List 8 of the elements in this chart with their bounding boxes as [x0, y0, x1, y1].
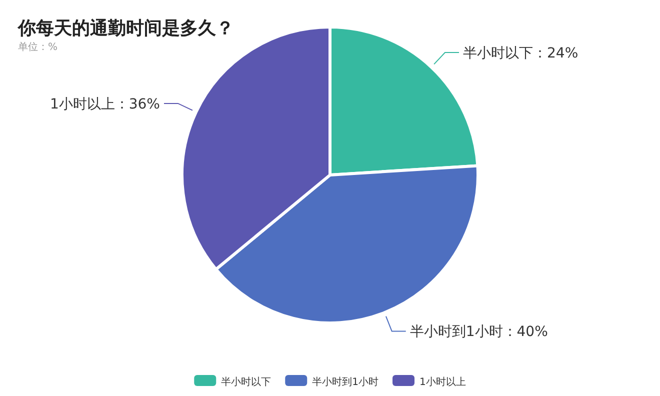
text: 单位：% [18, 41, 58, 53]
data-label: 1小时以上：36% [50, 96, 160, 112]
legend-label: 1小时以上 [420, 376, 466, 388]
legend-label: 半小时到1小时 [312, 376, 378, 388]
data-label: 半小时以下：24% [463, 46, 578, 62]
chart-title: 你每天的通勤时间是多久？ [17, 18, 234, 39]
legend-label: 半小时以下 [221, 376, 272, 388]
data-label: 半小时到1小时：40% [410, 324, 548, 340]
